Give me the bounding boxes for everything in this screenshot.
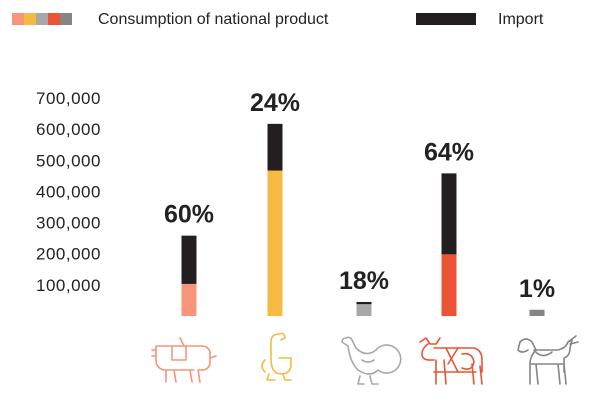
legend-label-import: Import bbox=[498, 11, 544, 28]
pig-icon bbox=[151, 337, 217, 383]
legend-swatch-segment bbox=[24, 13, 36, 25]
legend-swatch-segment bbox=[60, 13, 72, 25]
cow-icon bbox=[419, 337, 483, 385]
legend: Consumption of national product Import bbox=[12, 11, 544, 28]
y-tick-label: 400,000 bbox=[36, 182, 101, 201]
legend-swatch-import bbox=[416, 13, 476, 25]
percent-labels: 60% 24% 18% 64% 1% bbox=[164, 89, 555, 303]
y-tick-label: 300,000 bbox=[36, 214, 101, 233]
y-tick-label: 600,000 bbox=[36, 120, 101, 139]
percent-label-turkey: 18% bbox=[339, 267, 389, 295]
bars bbox=[181, 123, 545, 316]
legend-swatch-segment bbox=[48, 13, 60, 25]
legend-swatch-segment bbox=[12, 13, 24, 25]
legend-label-national: Consumption of national product bbox=[98, 11, 329, 28]
legend-swatch-segment bbox=[36, 13, 48, 25]
y-tick-label: 700,000 bbox=[36, 89, 101, 108]
chicken-icon bbox=[261, 332, 292, 381]
y-tick-label: 100,000 bbox=[36, 276, 101, 295]
y-tick-label: 200,000 bbox=[36, 245, 101, 264]
bar-national-beef bbox=[441, 254, 457, 316]
percent-label-beef: 64% bbox=[424, 138, 474, 166]
animal-icons bbox=[151, 332, 579, 385]
percent-label-goat: 1% bbox=[519, 275, 555, 303]
y-axis-ticks: 700,000 600,000 500,000 400,000 300,000 200,0… bbox=[36, 89, 101, 295]
bar-import-pork bbox=[181, 235, 197, 284]
bar-import-beef bbox=[441, 173, 457, 255]
percent-label-chicken: 24% bbox=[250, 89, 300, 117]
percent-label-pork: 60% bbox=[164, 201, 214, 229]
bar-national-chicken bbox=[267, 170, 283, 316]
bar-national-pork bbox=[181, 283, 197, 316]
bar-national-goat bbox=[529, 309, 545, 316]
goat-icon bbox=[517, 335, 579, 385]
turkey-icon bbox=[341, 336, 402, 385]
bar-import-turkey bbox=[356, 301, 372, 305]
y-tick-label: 500,000 bbox=[36, 151, 101, 170]
bar-import-chicken bbox=[267, 123, 283, 171]
legend-swatch-national bbox=[12, 13, 72, 25]
bar-national-turkey bbox=[356, 304, 372, 316]
